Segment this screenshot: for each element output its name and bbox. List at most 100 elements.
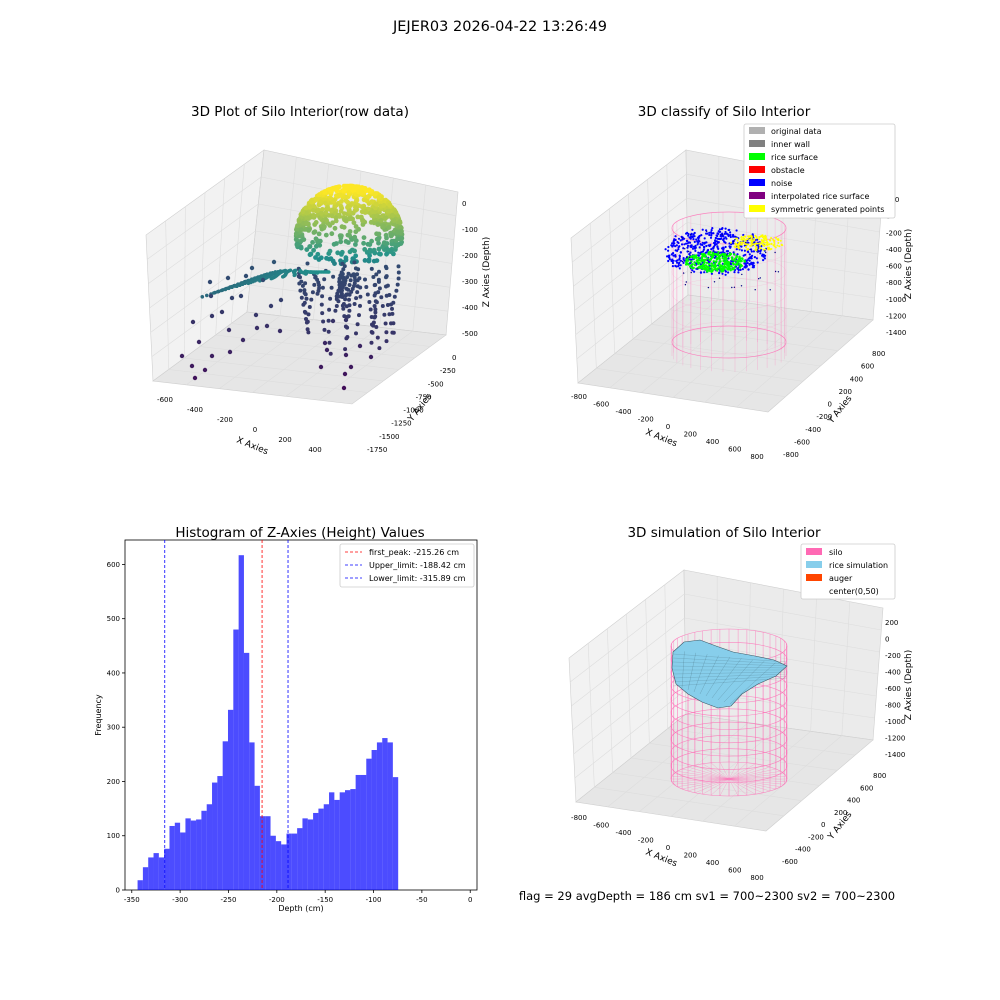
noise-point xyxy=(703,237,706,240)
data-point xyxy=(332,225,338,231)
data-point xyxy=(229,295,235,301)
data-point xyxy=(390,311,395,316)
x-tick-label: -600 xyxy=(593,822,609,830)
noise-point xyxy=(693,240,696,243)
noise-point xyxy=(744,253,747,256)
z-tick-label: -100 xyxy=(462,226,478,234)
data-point xyxy=(346,208,352,214)
silo-spoke xyxy=(673,773,730,780)
data-point xyxy=(384,293,389,298)
data-point xyxy=(351,184,357,189)
data-point xyxy=(296,274,301,279)
rice-surface-point xyxy=(716,267,719,270)
noise-point xyxy=(685,242,688,245)
noise-point xyxy=(710,232,713,235)
rice-surface-point xyxy=(710,262,713,265)
y-tick-label: 100 xyxy=(107,832,120,840)
legend-label: Lower_limit: -315.89 cm xyxy=(369,574,466,583)
panel2-legend: original data inner wall rice surface obsta… xyxy=(743,123,896,219)
legend-swatch xyxy=(806,548,822,555)
data-point xyxy=(353,224,359,229)
rice-surface-point xyxy=(735,262,738,266)
symmetric-point xyxy=(756,242,759,245)
silo-spoke xyxy=(719,778,730,796)
silo-spoke xyxy=(710,762,730,780)
silo-spoke xyxy=(719,762,730,780)
data-point xyxy=(353,242,358,247)
rice-surface-point xyxy=(694,254,698,257)
symmetric-point xyxy=(758,242,761,245)
rice-surface-point xyxy=(706,257,709,260)
symmetric-point xyxy=(736,243,739,246)
data-point xyxy=(384,284,388,289)
silo-spoke xyxy=(728,765,764,780)
noise-point xyxy=(713,281,716,283)
noise-point xyxy=(681,238,684,241)
rice-surface-point xyxy=(709,250,712,254)
data-point xyxy=(354,198,359,203)
panel2-silo-wall xyxy=(671,211,787,372)
noise-point xyxy=(700,234,703,237)
mesh-line xyxy=(681,651,685,689)
noise-point xyxy=(747,241,750,244)
noise-point xyxy=(758,278,760,280)
legend-frame xyxy=(339,543,475,588)
noise-point xyxy=(708,231,711,234)
rice-surface-point xyxy=(703,266,707,270)
noise-point xyxy=(735,229,738,232)
data-point xyxy=(333,218,339,224)
noise-point xyxy=(755,257,759,260)
noise-point xyxy=(692,233,695,236)
noise-point xyxy=(714,239,717,243)
data-point xyxy=(342,371,348,377)
panel2-xlabel: X Axies xyxy=(644,428,679,450)
noise-point xyxy=(729,262,732,264)
data-point xyxy=(389,232,395,238)
legend-swatch xyxy=(749,205,765,212)
z-tick-label: -200 xyxy=(886,229,902,237)
silo-spoke xyxy=(682,778,730,790)
silo-spoke xyxy=(728,776,787,780)
data-point xyxy=(338,235,344,241)
data-point xyxy=(378,218,384,223)
data-point xyxy=(278,297,284,303)
data-point xyxy=(327,307,332,312)
rice-surface-point xyxy=(700,264,703,268)
y-tick-label: 600 xyxy=(107,561,120,569)
histogram-bar xyxy=(137,880,143,890)
histogram-bar xyxy=(291,833,298,890)
rice-surface-point xyxy=(723,257,726,260)
data-point xyxy=(376,277,381,282)
noise-point xyxy=(741,273,743,276)
noise-point xyxy=(679,251,683,254)
data-point xyxy=(376,290,381,295)
data-point xyxy=(345,275,350,280)
rice-surface-point xyxy=(729,252,732,256)
symmetric-point xyxy=(759,247,762,250)
noise-point xyxy=(706,230,708,233)
y-tick-label: 600 xyxy=(860,784,873,792)
noise-point xyxy=(697,237,700,240)
x-tick-label: -50 xyxy=(416,896,427,904)
legend-label: center(0,50) xyxy=(829,587,879,596)
data-point xyxy=(368,249,373,255)
data-point xyxy=(372,293,377,298)
data-point xyxy=(305,261,310,266)
data-point xyxy=(341,183,347,189)
data-point xyxy=(205,293,209,298)
legend-label: interpolated rice surface xyxy=(771,192,869,201)
symmetric-point xyxy=(765,239,768,242)
noise-point xyxy=(667,249,670,252)
data-point xyxy=(385,247,391,253)
noise-point xyxy=(679,264,682,267)
noise-point xyxy=(671,245,674,248)
noise-point xyxy=(729,231,732,234)
symmetric-point xyxy=(765,243,768,246)
data-point xyxy=(385,208,391,214)
symmetric-point xyxy=(738,247,740,250)
data-point xyxy=(357,343,363,349)
y-tick-label: -500 xyxy=(428,380,444,388)
symmetric-point xyxy=(747,243,750,246)
legend-label: noise xyxy=(771,179,792,188)
symmetric-point xyxy=(754,245,757,248)
